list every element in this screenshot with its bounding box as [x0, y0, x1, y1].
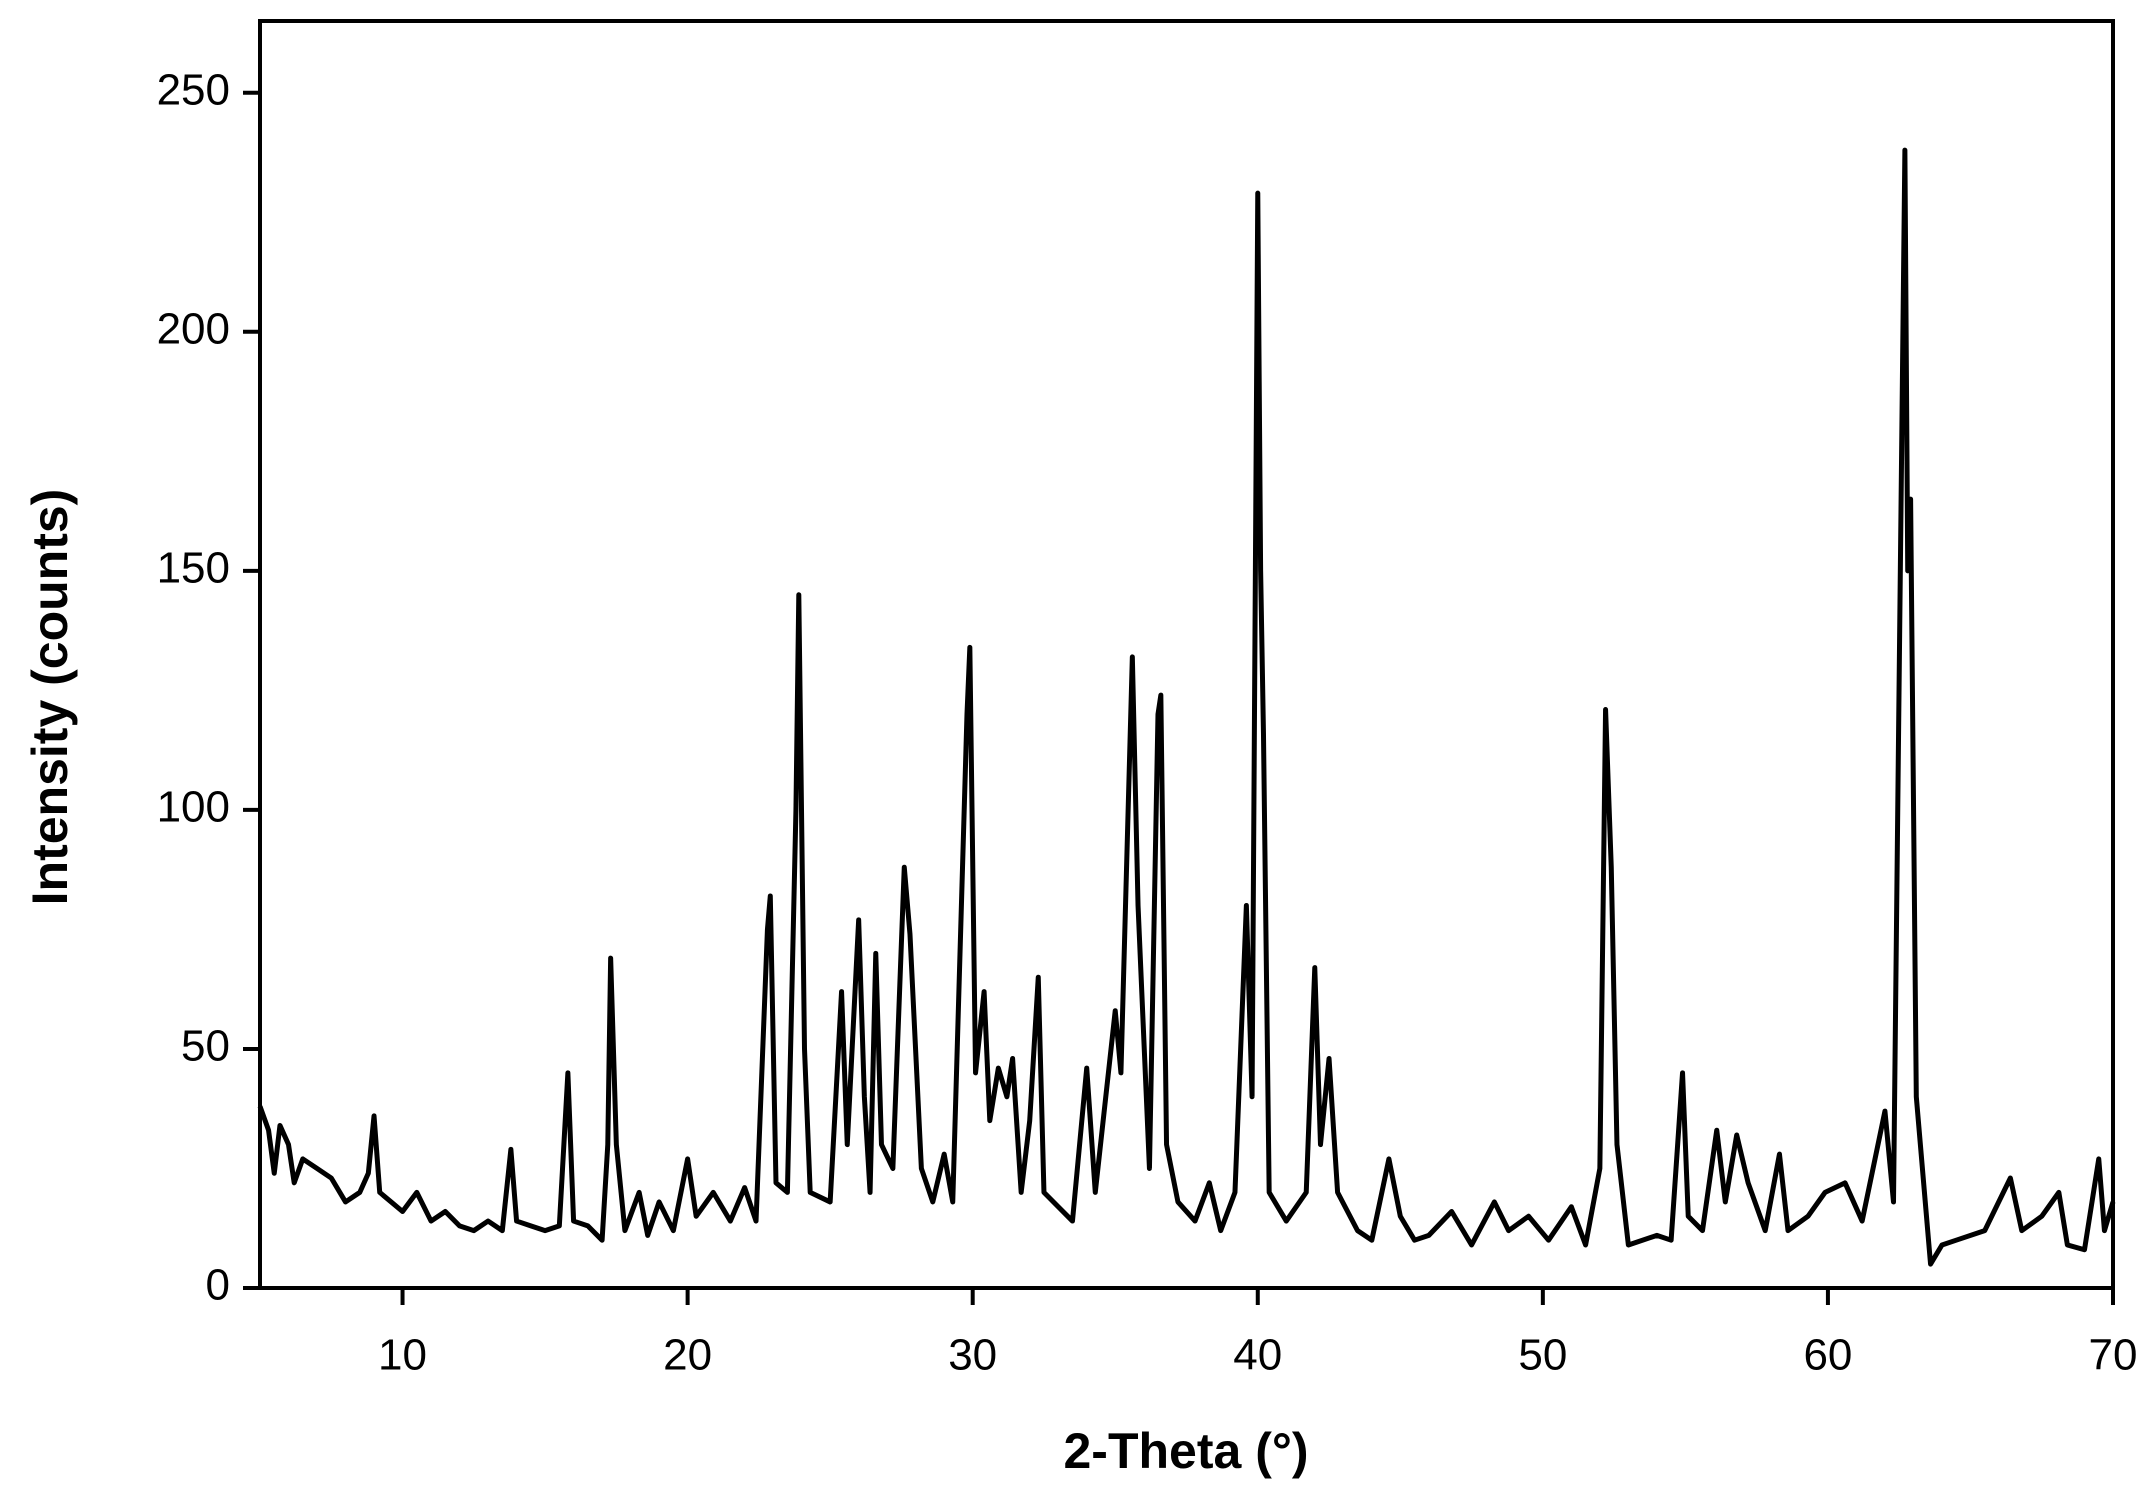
x-axis-title: 2-Theta (°): [1064, 1423, 1309, 1479]
y-tick-label: 0: [206, 1261, 230, 1310]
y-tick-label: 200: [157, 304, 230, 353]
x-tick-label: 30: [948, 1331, 997, 1380]
x-tick-label: 20: [663, 1331, 712, 1380]
y-tick-label: 100: [157, 783, 230, 832]
x-tick-label: 10: [378, 1331, 427, 1380]
x-tick-label: 50: [1518, 1331, 1567, 1380]
y-axis-title: Intensity (counts): [22, 489, 78, 906]
x-tick-label: 70: [2089, 1331, 2138, 1380]
data-line: [257, 147, 2116, 1267]
plot-frame: [258, 19, 2115, 1290]
y-tick-label: 50: [181, 1022, 230, 1071]
y-tick-label: 150: [157, 543, 230, 592]
x-tick-label: 40: [1233, 1331, 1282, 1380]
y-tick-label: 250: [157, 65, 230, 114]
x-tick-label: 60: [1803, 1331, 1852, 1380]
